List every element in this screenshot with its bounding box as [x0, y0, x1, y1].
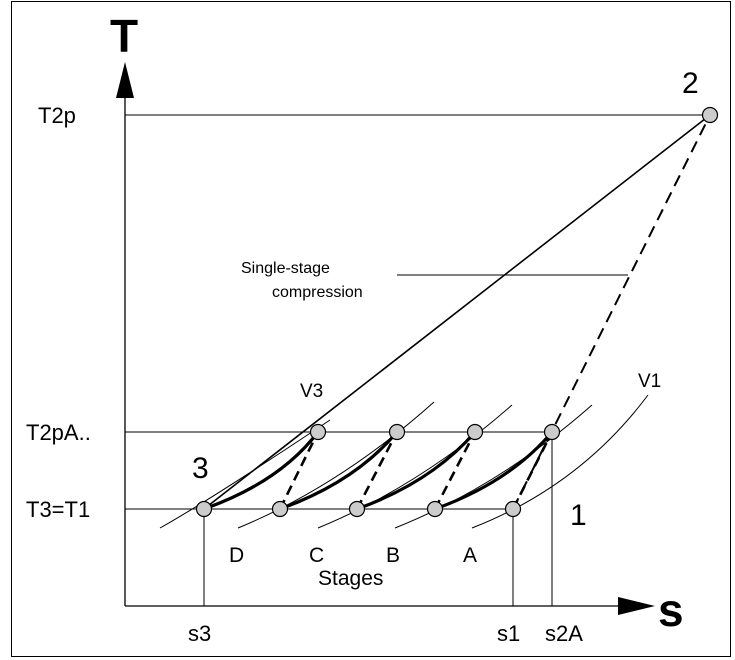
dashed-path-1-to-2	[512, 114, 711, 510]
compression-stage-b	[356, 430, 477, 511]
dashed-stage-b	[433, 431, 477, 510]
compression-stage-a	[434, 430, 554, 511]
isochore-v1	[471, 394, 649, 529]
compression-stage-d	[203, 431, 320, 511]
dashed-stage-a	[511, 431, 554, 510]
isochore-stage-c	[237, 401, 435, 529]
t-axis-arrow	[116, 62, 134, 98]
point-t2pa-stage-c	[388, 423, 406, 441]
point-2-marker	[701, 106, 719, 124]
s-axis-label: s	[658, 584, 684, 636]
stage-label-c: C	[309, 544, 324, 567]
point-t1-stage-c	[348, 500, 366, 518]
compression-stage-c	[279, 430, 399, 511]
point-1-label: 1	[570, 499, 587, 532]
s1-label: s1	[497, 621, 520, 646]
point-t2pa-stage-b	[466, 423, 484, 441]
t-axis-label: T	[110, 10, 138, 62]
isochore-stage-a	[394, 404, 593, 529]
single-stage-compression-line	[203, 114, 711, 510]
t2p-label: T2p	[38, 103, 76, 128]
point-t1-stage-d	[271, 500, 289, 518]
stage-label-a: A	[463, 544, 477, 567]
point-t2pa-stage-v3	[309, 423, 327, 441]
isochore-v3	[159, 419, 331, 529]
v3-label: V3	[300, 381, 323, 402]
point-3-label: 3	[192, 452, 209, 485]
t3-t1-label: T3=T1	[26, 497, 90, 522]
v1-label: V1	[638, 371, 661, 392]
point-1-marker	[504, 500, 522, 518]
stage-label-d: D	[229, 544, 244, 567]
point-3-marker	[195, 500, 213, 518]
point-t2pa-stage-a	[543, 423, 561, 441]
dashed-stage-c	[355, 431, 399, 510]
s3-label: s3	[188, 621, 211, 646]
annotation-line-2: compression	[272, 284, 363, 301]
state-points	[195, 106, 719, 518]
dashed-stage-d	[278, 431, 320, 510]
figure-frame	[11, 1, 731, 657]
t2pa-label: T2pA..	[26, 420, 91, 445]
isochore-stage-b	[317, 404, 513, 529]
annotation-line-1: Single-stage	[241, 260, 330, 277]
stage-label-b: B	[386, 544, 400, 567]
stages-title: Stages	[318, 567, 383, 590]
s2a-label: s2A	[545, 621, 583, 646]
s-axis-arrow	[618, 597, 655, 615]
point-t1-stage-b	[426, 500, 444, 518]
point-2-label: 2	[682, 67, 699, 100]
